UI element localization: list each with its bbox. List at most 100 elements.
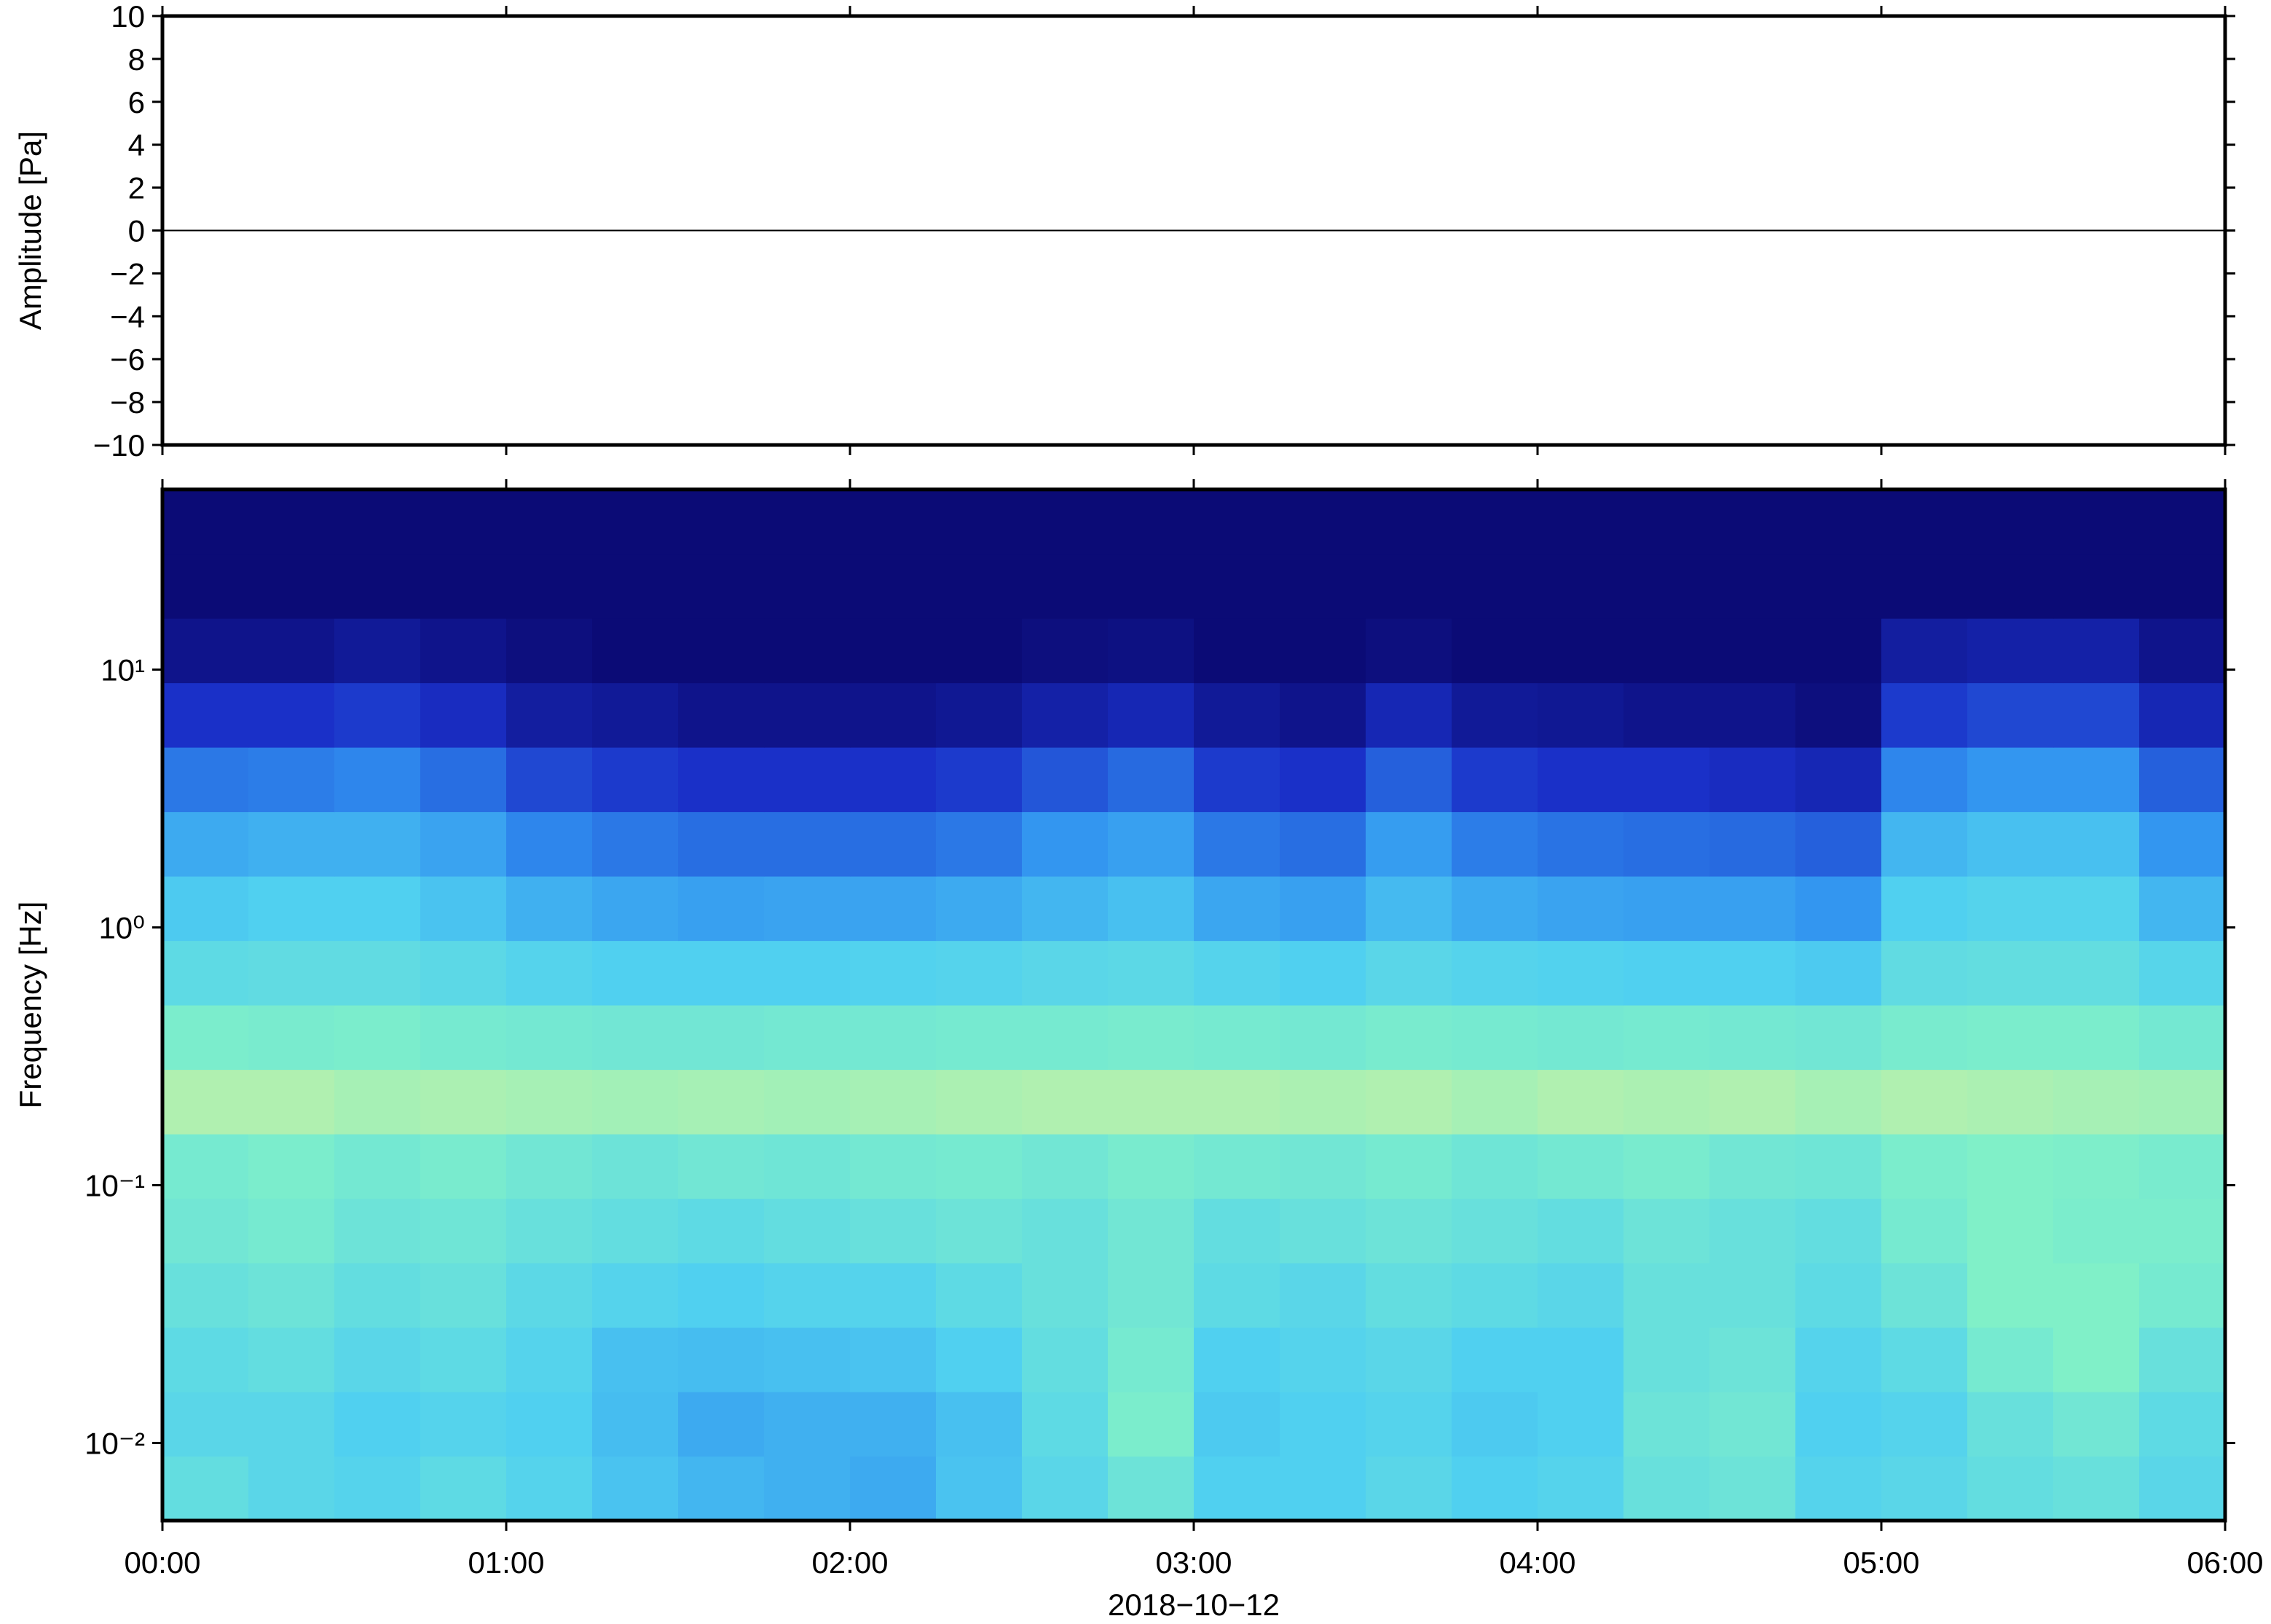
spectrogram-cell [1366,940,1452,1006]
spectrogram-cell [334,1392,421,1457]
spectrogram-cell [1538,1327,1624,1392]
spectrogram-cell [936,1198,1023,1264]
spectrogram-cell [162,489,249,555]
spectrogram-cell [1795,747,1882,813]
spectrogram-cell [1795,1392,1882,1457]
spectrogram-cell [506,1392,593,1457]
spectrogram-cell [936,940,1023,1006]
spectrogram-cell [1881,811,1968,877]
spectrogram-cell [334,940,421,1006]
spectrogram-cell [1452,553,1538,619]
spectrogram-cell [764,1134,851,1199]
spectrogram-cell [248,1134,335,1199]
spectrogram-cell [592,618,679,684]
spectrogram-cell [248,1005,335,1071]
spectrogram-cell [1623,618,1710,684]
spectrogram-cell [2053,1392,2140,1457]
x-tick-label: 00:00 [124,1545,200,1580]
spectrogram-cell [1280,1327,1366,1392]
spectrogram-cell [1452,1198,1538,1264]
spectrogram-cell [1881,682,1968,748]
spectrogram-cell [1881,489,1968,555]
spectrogram-cell [1366,1134,1452,1199]
spectrogram-cell [1022,747,1109,813]
spectrogram-cell [1967,1069,2054,1135]
spectrogram-cell [1967,1392,2054,1457]
spectrogram-cell [506,940,593,1006]
spectrogram-cell [936,1456,1023,1521]
y-tick-label: 10 [111,0,145,33]
spectrogram-cell [764,1263,851,1328]
spectrogram-cell [1366,1069,1452,1135]
spectrogram-cell [1108,1198,1194,1264]
spectrogram-cell [2053,876,2140,942]
spectrogram-cell [1795,1327,1882,1392]
spectrogram-cell [936,1263,1023,1328]
spectrogram-cell [248,876,335,942]
spectrogram-cell [1280,1456,1366,1521]
y-axis-label: Amplitude [Pa] [13,131,47,330]
spectrogram-cell [2139,553,2226,619]
spectrogram-cell [850,1134,937,1199]
spectrogram-cell [1108,1134,1194,1199]
spectrogram-cell [1881,1069,1968,1135]
spectrogram-cell [1022,1198,1109,1264]
spectrogram-cell [1538,876,1624,942]
spectrogram-cell [1709,1069,1796,1135]
spectrogram-cell [2053,553,2140,619]
spectrogram-cell [162,876,249,942]
spectrogram-cell [850,1327,937,1392]
spectrogram-cell [1366,489,1452,555]
spectrogram-cell [936,876,1023,942]
spectrogram-cell [1709,1392,1796,1457]
spectrogram-cell [1194,553,1280,619]
spectrogram-cell [162,747,249,813]
spectrogram-cell [1623,489,1710,555]
spectrogram-cell [2139,747,2226,813]
spectrogram-cell [506,876,593,942]
spectrogram-cell [764,682,851,748]
spectrogram-cell [1538,1456,1624,1521]
spectrogram-cell [420,1327,507,1392]
spectrogram-cell [1194,940,1280,1006]
spectrogram-cell [592,1134,679,1199]
spectrogram-cell [2053,940,2140,1006]
spectrogram-cell [1967,682,2054,748]
spectrogram-cell [1881,1456,1968,1521]
spectrogram-cell [334,1005,421,1071]
spectrogram-cell [162,1392,249,1457]
spectrogram-cell [1108,1263,1194,1328]
spectrogram-cell [2139,1392,2226,1457]
spectrogram-cell [764,553,851,619]
spectrogram-cell [1967,1456,2054,1521]
spectrogram-cell [1366,747,1452,813]
spectrogram-cell [678,618,765,684]
spectrogram-cell [2053,1263,2140,1328]
spectrogram-cell [248,1198,335,1264]
spectrogram-cell [420,618,507,684]
spectrogram-cell [2053,811,2140,877]
y-tick-label: 10⁰ [98,910,145,945]
spectrogram-cell [1967,1134,2054,1199]
spectrogram-cell [1623,682,1710,748]
spectrogram-cell [506,1134,593,1199]
spectrogram-cell [678,682,765,748]
spectrogram-cell [1967,1263,2054,1328]
spectrogram-cell [592,1198,679,1264]
spectrogram-cell [506,811,593,877]
spectrogram-cell [1022,876,1109,942]
spectrogram-cell [248,1263,335,1328]
spectrogram-cell [1108,1392,1194,1457]
spectrogram-cell [1623,747,1710,813]
spectrogram-cell [1280,747,1366,813]
y-tick-label: 10⁻¹ [84,1168,145,1202]
spectrogram-cell [764,489,851,555]
spectrogram-cell [936,553,1023,619]
spectrogram-cell [420,876,507,942]
spectrogram-cell [678,940,765,1006]
spectrogram-cell [1022,553,1109,619]
spectrogram-cell [1881,553,1968,619]
spectrogram-cell [1709,811,1796,877]
spectrogram-cell [1623,940,1710,1006]
